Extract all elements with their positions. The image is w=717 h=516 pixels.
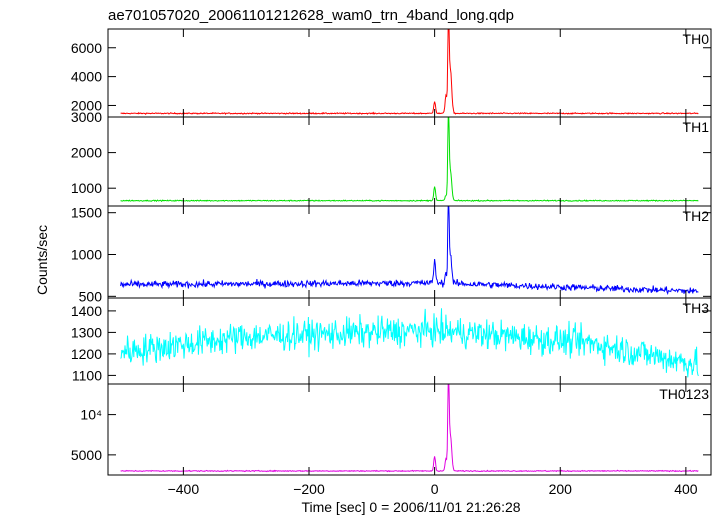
series-line-th3 bbox=[120, 308, 699, 378]
series-line-th2 bbox=[120, 206, 699, 296]
panel-frame bbox=[107, 28, 712, 118]
y-tick-label: 10⁴ bbox=[80, 407, 102, 423]
y-tick-label: 1300 bbox=[71, 324, 102, 340]
y-axis-label: Counts/sec bbox=[34, 225, 50, 295]
panel-th0: 2000 4000 6000 TH0 bbox=[71, 28, 712, 118]
panel-th1: 1000 2000 3000 TH1 bbox=[71, 109, 712, 207]
y-tick-label: 2000 bbox=[71, 97, 102, 113]
x-tick-label: 400 bbox=[674, 481, 698, 497]
y-tick-label: 1400 bbox=[71, 303, 102, 319]
series-line-th0 bbox=[120, 29, 699, 115]
x-tick-label: 200 bbox=[549, 481, 573, 497]
panel-label-th1: TH1 bbox=[683, 119, 710, 135]
y-tick-label: 1500 bbox=[71, 205, 102, 221]
x-axis: −400 −200 0 200 400 bbox=[168, 481, 698, 497]
y-tick-label: 1000 bbox=[71, 247, 102, 263]
x-tick-label: 0 bbox=[431, 481, 439, 497]
y-tick-label: 4000 bbox=[71, 69, 102, 85]
y-tick-label: 1000 bbox=[71, 180, 102, 196]
x-axis-label: Time [sec] 0 = 2006/11/01 21:26:28 bbox=[301, 499, 520, 515]
y-tick-label: 2000 bbox=[71, 145, 102, 161]
panel-th2: 500 1000 1500 TH2 bbox=[71, 205, 712, 304]
panel-label-th2: TH2 bbox=[683, 208, 710, 224]
series-line-th0123 bbox=[120, 384, 699, 473]
y-tick-label: 6000 bbox=[71, 40, 102, 56]
x-tick-label: −400 bbox=[168, 481, 200, 497]
panels: 200040006000TH0100020003000TH15001000150… bbox=[71, 28, 712, 476]
chart-title: ae701057020_20061101212628_wam0_trn_4ban… bbox=[108, 7, 514, 24]
y-tick-label: 5000 bbox=[71, 447, 102, 463]
panel-label-th0123: TH0123 bbox=[659, 386, 709, 402]
y-tick-label: 3000 bbox=[71, 109, 102, 125]
series-line-th1 bbox=[120, 117, 699, 203]
panel-frame bbox=[107, 383, 712, 476]
panel-label-th0: TH0 bbox=[683, 31, 710, 47]
panel-frame bbox=[107, 116, 712, 207]
y-tick-label: 1200 bbox=[71, 346, 102, 362]
panel-th3: 1100 1200 1300 1400 TH3 bbox=[71, 297, 712, 385]
panel-label-th3: TH3 bbox=[683, 300, 710, 316]
y-tick-label: 500 bbox=[79, 288, 103, 304]
x-tick-label: −200 bbox=[293, 481, 325, 497]
panel-th0123: 5000 10⁴ TH0123 bbox=[71, 383, 712, 476]
y-tick-label: 1100 bbox=[72, 367, 102, 383]
